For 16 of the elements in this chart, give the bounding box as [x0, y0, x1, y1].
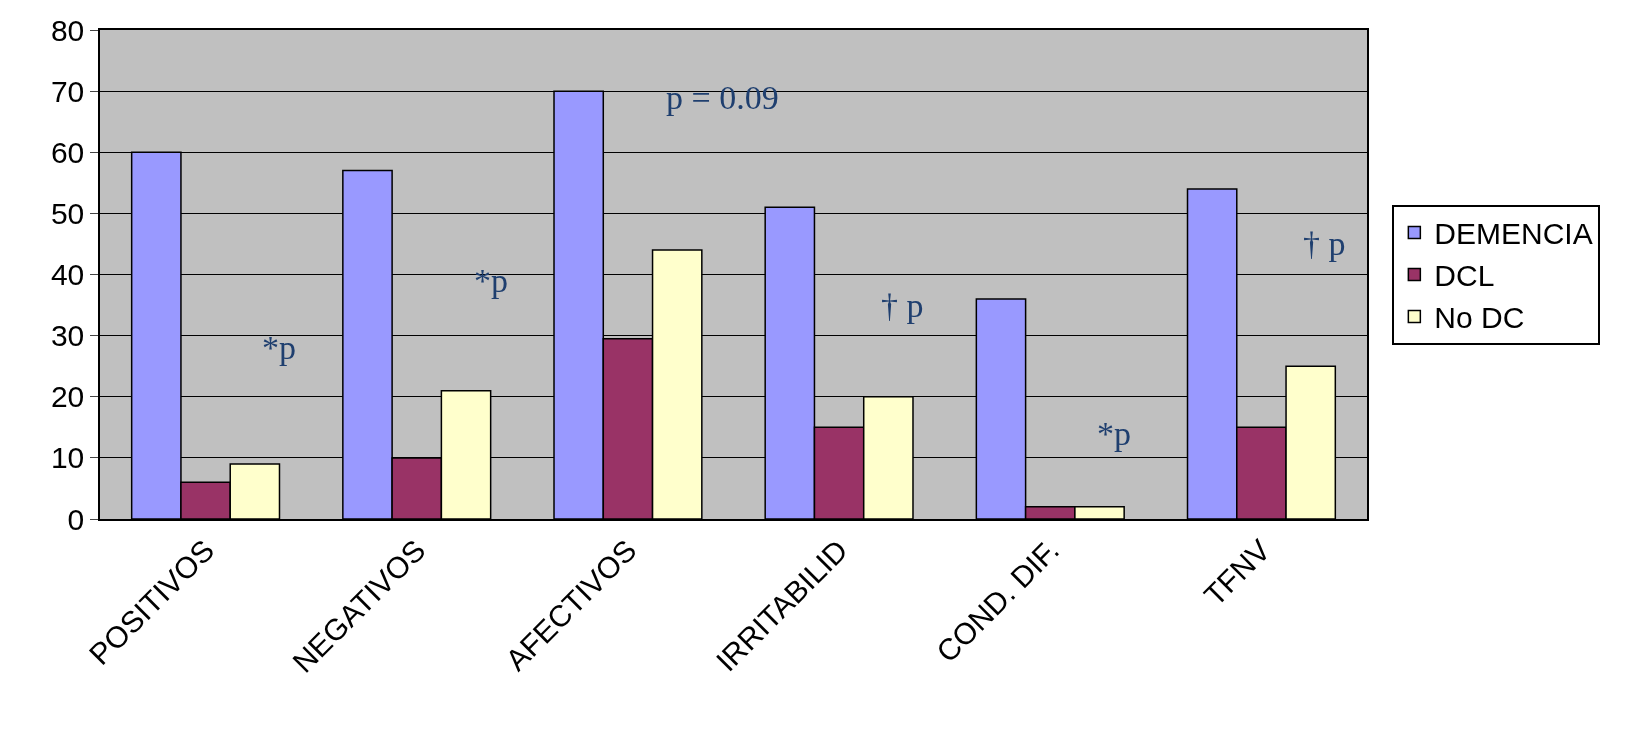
y-tick-label: 70: [50, 74, 85, 108]
legend-label: No DC: [1434, 301, 1525, 335]
annotation: *p: [262, 329, 296, 366]
y-tick-label: 40: [50, 258, 85, 291]
annotation: † p: [881, 287, 924, 324]
annotation: *p: [1097, 415, 1131, 452]
y-tick-label: 10: [50, 441, 85, 475]
y-tick-label: 50: [50, 196, 85, 230]
annotation: † p: [1303, 225, 1346, 262]
legend-label: DCL: [1434, 259, 1495, 293]
legend-label: DEMENCIA: [1434, 217, 1593, 251]
y-tick-label: 20: [50, 380, 85, 414]
y-tick-label: 30: [50, 319, 85, 353]
y-tick-label: 0: [67, 502, 85, 536]
y-tick-label: 60: [50, 135, 85, 169]
y-tick-label: 80: [50, 13, 85, 47]
